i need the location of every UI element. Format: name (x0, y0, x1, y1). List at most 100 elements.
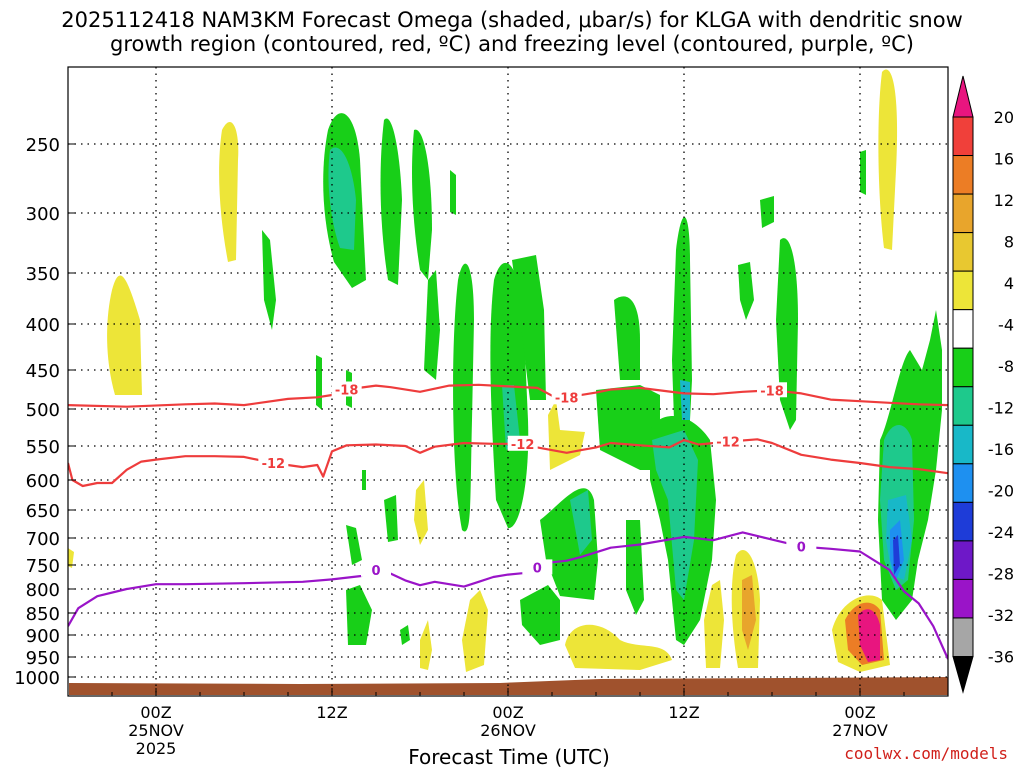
omega-rising-area (262, 230, 276, 330)
colorbar-segment (952, 155, 974, 195)
x-tick-date: 26NOV (480, 721, 536, 740)
colorbar-label: 12 (994, 191, 1014, 210)
y-tick-label: 1000 (14, 668, 60, 689)
omega-sinking-area (107, 275, 142, 395)
colorbar-segment (952, 347, 974, 388)
plot-frame (67, 66, 949, 697)
omega-rising-moderate (680, 380, 690, 420)
y-tick-label: 900 (26, 626, 60, 647)
colorbar-segment (952, 463, 974, 503)
omega-sinking-area (462, 590, 488, 672)
contour-lines: -18 -18 -18 -12 -12 -12 0 0 0 (68, 381, 948, 660)
omega-rising-moderate (328, 147, 356, 250)
x-axis-label: Forecast Time (UTC) (408, 745, 610, 768)
chart-grid (68, 67, 948, 696)
omega-sinking-area (878, 69, 898, 250)
y-tick-label: 750 (26, 556, 60, 577)
colorbar-label: 16 (994, 150, 1014, 169)
x-tick-label: 00Z (140, 703, 171, 722)
colorbar-label: 8 (1004, 233, 1014, 252)
colorbar-top-arrow (952, 75, 974, 118)
colorbar-segment (952, 193, 974, 234)
contour-label-bg (713, 433, 743, 449)
y-tick-label: 250 (26, 135, 60, 156)
colorbar-label: -16 (988, 440, 1014, 459)
contour-line (68, 383, 948, 408)
omega-rising-area (596, 385, 660, 470)
y-tick-label: 700 (26, 529, 60, 550)
omega-rising-area (776, 238, 798, 430)
omega-sinking-area (68, 548, 74, 568)
contour-label: -12 (511, 438, 535, 453)
x-tick-date: 27NOV (832, 721, 888, 740)
colorbar-segment (952, 116, 974, 157)
omega-rising-moderate (652, 430, 698, 600)
omega-sinking-area (565, 624, 672, 670)
x-tick-label: 12Z (668, 703, 699, 722)
colorbar-label: -8 (998, 357, 1014, 376)
y-tick-label: 400 (26, 315, 60, 336)
colorbar-label: -32 (988, 606, 1014, 625)
contour-label-bg (361, 561, 391, 577)
omega-rising-area (316, 355, 322, 410)
omega-rising-area (520, 585, 560, 645)
colorbar-bottom-arrow (952, 656, 974, 694)
omega-shading (68, 69, 942, 672)
y-tick-label: 850 (26, 604, 60, 625)
chart-title-line-1: 2025112418 NAM3KM Forecast Omega (shaded… (61, 8, 963, 32)
y-axis-ticks: 2503003504004505005506006507007508008509… (14, 135, 76, 689)
contour-label-bg (258, 455, 289, 470)
omega-sinking-area (219, 121, 239, 262)
contour-label: -18 (335, 384, 359, 399)
chart-contours: -18 -18 -18 -12 -12 -12 0 0 0 (68, 381, 948, 660)
x-tick-label: 00Z (492, 703, 523, 722)
omega-sinking-area (548, 400, 585, 470)
contour-label: 0 (533, 561, 542, 576)
contour-label: 0 (797, 541, 806, 556)
colorbar-segment (952, 386, 974, 426)
omega-sinking-area (420, 620, 432, 670)
omega-rising-area (453, 263, 474, 532)
colorbar-label: -36 (988, 648, 1014, 667)
contour-label: -12 (262, 457, 286, 472)
contour-label: -12 (716, 436, 740, 451)
x-tick-year: 2025 (136, 739, 177, 758)
y-tick-label: 450 (26, 361, 60, 382)
x-tick-label: 12Z (316, 703, 347, 722)
contour-label-bg (786, 538, 817, 554)
y-tick-label: 300 (26, 204, 60, 225)
omega-rising-area (412, 129, 432, 280)
y-tick-label: 350 (26, 264, 60, 285)
contour-label-bg (522, 559, 553, 575)
omega-rising-area (738, 262, 754, 320)
colorbar-segment (952, 617, 974, 658)
omega-rising-area (346, 585, 372, 645)
omega-rising-area (424, 270, 440, 380)
y-tick-label: 950 (26, 648, 60, 669)
omega-sinking-core (858, 609, 880, 662)
omega-rising-moderate (570, 490, 592, 555)
omega-rising-area (346, 525, 362, 565)
y-tick-label: 800 (26, 580, 60, 601)
y-tick-label: 550 (26, 437, 60, 458)
omega-sinking-area (414, 480, 428, 545)
colorbar-segment (952, 270, 974, 311)
colorbar-label: -20 (988, 482, 1014, 501)
omega-rising-area (614, 296, 640, 380)
y-tick-label: 650 (26, 501, 60, 522)
y-tick-label: 500 (26, 400, 60, 421)
contour-label-bg (551, 389, 582, 405)
colorbar-label: -12 (988, 399, 1014, 418)
contour-line (68, 438, 948, 488)
omega-rising-area (362, 470, 366, 490)
omega-rising-area (626, 520, 644, 615)
omega-rising-area (450, 170, 456, 215)
contour-label-bg (507, 435, 538, 451)
colorbar-segment (952, 232, 974, 272)
omega-rising-area (380, 118, 402, 285)
contour-line (68, 531, 948, 660)
colorbar-segment (952, 540, 974, 580)
contour-label-bg (331, 381, 362, 397)
omega-rising-area (860, 150, 866, 195)
